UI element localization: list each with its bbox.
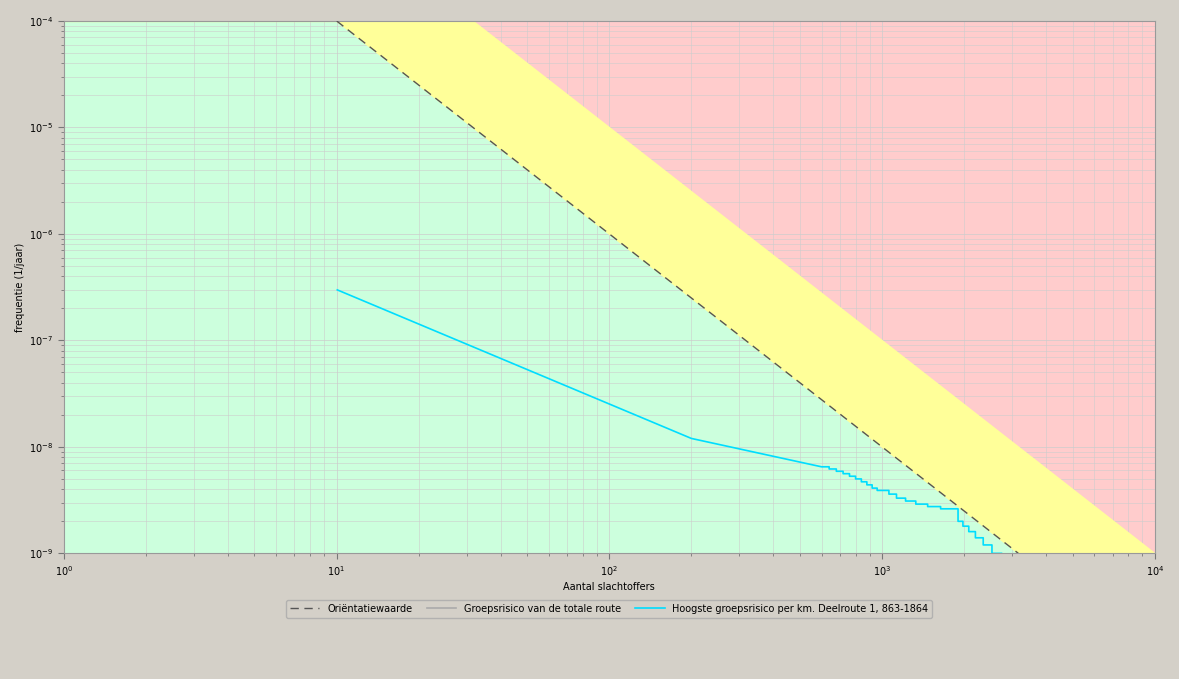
Y-axis label: frequentie (1/jaar): frequentie (1/jaar) xyxy=(15,242,25,332)
Legend: Oriëntatiewaarde, Groepsrisico van de totale route, Hoogste groepsrisico per km.: Oriëntatiewaarde, Groepsrisico van de to… xyxy=(286,600,933,618)
X-axis label: Aantal slachtoffers: Aantal slachtoffers xyxy=(564,582,656,591)
